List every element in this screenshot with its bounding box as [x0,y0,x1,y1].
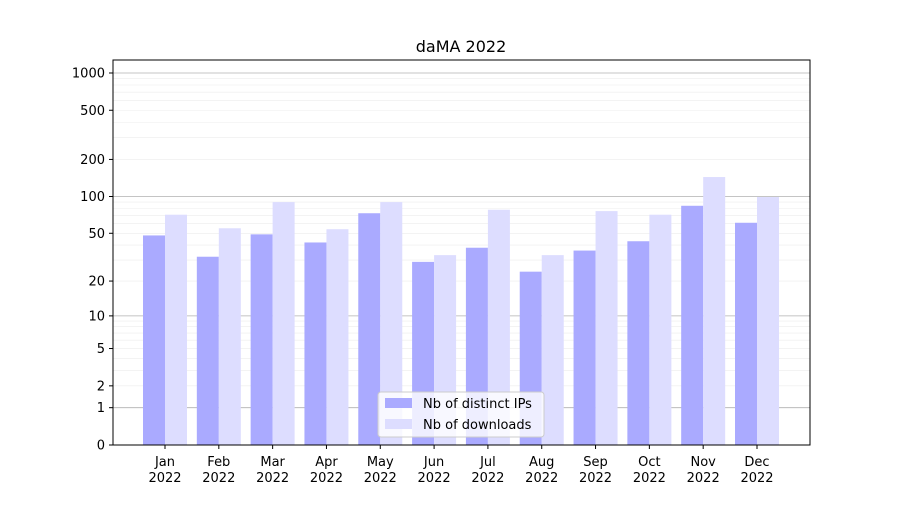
bar-downloads [541,255,564,445]
y-tick-label: 200 [80,153,105,168]
legend-box [377,391,545,438]
x-tick-label: 2022 [525,471,558,486]
bar-downloads [218,228,241,445]
x-tick-label: Sep [583,455,608,470]
x-tick-label: 2022 [418,471,451,486]
bar-downloads [272,202,295,445]
y-tick-label: 500 [80,104,105,119]
x-tick-label: 2022 [633,471,666,486]
bar-downloads [165,214,187,445]
bar-distinct-ips [573,250,596,445]
x-tick-label: Jul [479,455,496,470]
bar-distinct-ips [143,235,165,445]
x-tick-label: 2022 [740,471,773,486]
x-tick-label: Dec [744,455,769,470]
y-tick-label: 100 [80,190,105,205]
x-tick-label: 2022 [310,471,343,486]
y-tick-label: 50 [88,227,105,242]
x-tick-label: 2022 [148,471,181,486]
x-tick-label: 2022 [202,471,235,486]
bar-distinct-ips [304,242,327,445]
x-tick-label: 2022 [256,471,289,486]
bar-downloads [326,229,349,445]
bar-downloads [757,197,779,445]
legend-swatch [385,398,412,408]
bar-distinct-ips [735,222,757,445]
bar-downloads [649,214,672,445]
x-tick-label: Mar [260,455,285,470]
x-tick-label: Feb [207,455,230,470]
x-tick-label: 2022 [364,471,397,486]
y-tick-label: 20 [88,275,105,290]
bar-distinct-ips [681,205,704,445]
x-tick-label: Jun [423,455,444,470]
x-tick-label: Nov [690,455,716,470]
y-tick-label: 2 [97,379,105,394]
y-tick-label: 5 [97,342,105,357]
y-tick-label: 0 [97,439,105,454]
x-tick-label: 2022 [579,471,612,486]
bar-downloads [380,202,403,445]
x-tick-label: Jan [154,455,175,470]
legend-label: Nb of downloads [423,418,532,433]
x-tick-label: Oct [638,455,660,470]
x-tick-label: 2022 [471,471,504,486]
x-tick-label: Apr [315,455,338,470]
bar-distinct-ips [358,213,381,445]
legend-swatch [385,419,412,429]
y-tick-label: 1 [97,401,105,416]
x-tick-label: May [367,455,394,470]
x-tick-label: 2022 [687,471,720,486]
bar-distinct-ips [250,234,273,445]
legend: Nb of distinct IPs Nb of downloads [377,391,545,438]
legend-label: Nb of distinct IPs [423,397,532,412]
bar-distinct-ips [196,256,219,445]
bar-downloads [487,209,510,445]
bar-downloads [703,177,726,445]
y-tick-label: 1000 [72,66,105,81]
x-tick-label: Aug [529,455,554,470]
chart-title: daMA 2022 [416,37,507,56]
bar-distinct-ips [627,241,650,445]
bar-downloads [595,211,618,445]
y-tick-label: 10 [88,309,105,324]
plot-frame [112,59,811,446]
